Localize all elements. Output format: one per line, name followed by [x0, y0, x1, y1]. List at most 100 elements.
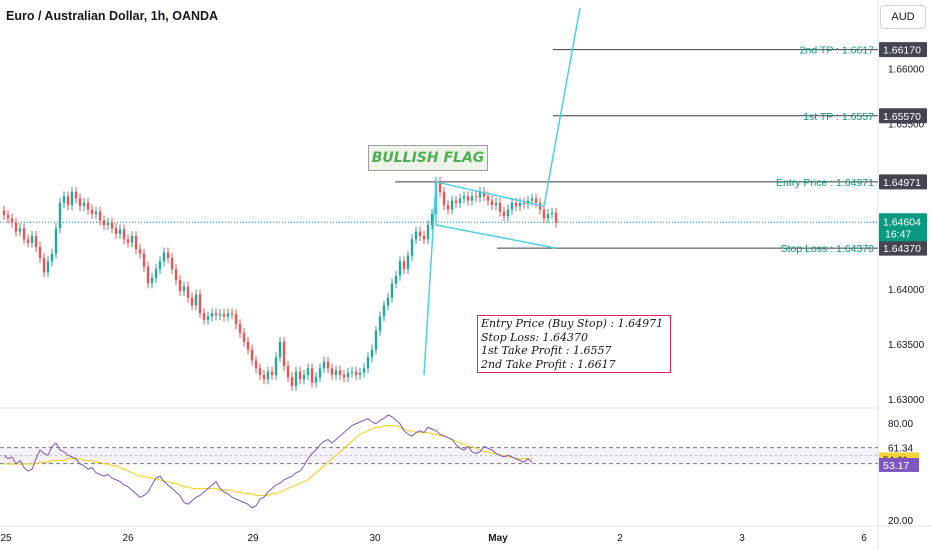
bullish-flag-pattern [423, 7, 581, 375]
trade-levels: 2nd TP : 1.6617 1st TP : 1.6557 Entry Pric… [0, 45, 878, 255]
candle-body [490, 200, 494, 206]
time-tick-label: 25 [0, 533, 12, 544]
bar-countdown: 16:47 [885, 228, 911, 240]
candle-body [382, 305, 386, 317]
candle-body [442, 191, 446, 206]
candle-body [342, 374, 346, 378]
note-line-entry: Entry Price (Buy Stop) : 1.64971 [481, 317, 664, 330]
candle-body [374, 330, 378, 350]
candle-body [106, 222, 110, 225]
price-axis: 1.66000 1.65500 1.64000 1.63500 1.63000 1.655… [879, 42, 927, 527]
candle-body [258, 368, 262, 375]
price-tick-label: 1.66000 [888, 64, 925, 75]
candle-body [338, 370, 342, 375]
channel-upper-line [435, 181, 545, 207]
candle-body [542, 209, 546, 219]
candle-body [486, 196, 490, 201]
candle-body [242, 333, 246, 342]
candle-body [122, 229, 126, 240]
chart-title: Euro / Australian Dollar, 1h, OANDA [6, 9, 219, 23]
candle-body [274, 357, 278, 375]
candle-body [154, 269, 158, 278]
flagpole-line [423, 181, 437, 375]
candle-body [518, 202, 522, 207]
candle-body [330, 368, 334, 375]
candle-body [266, 371, 270, 380]
candle-body [186, 286, 190, 298]
candle-body [102, 220, 106, 225]
candle-body [390, 283, 394, 298]
candle-body [46, 261, 50, 273]
candle-body [366, 357, 370, 369]
candle-body [238, 324, 242, 334]
time-tick-label: 29 [247, 533, 259, 544]
candle-body [22, 228, 26, 240]
candle-body [114, 228, 118, 234]
candle-body [534, 198, 538, 203]
candle-body [502, 211, 506, 217]
candle-body [158, 261, 162, 270]
time-tick-label: 3 [739, 533, 745, 544]
candle-body [462, 196, 466, 199]
candle-body [538, 202, 542, 210]
candle-body [282, 341, 286, 367]
candle-body [198, 294, 202, 314]
note-line-tp1: 1st Take Profit : 1.6557 [481, 344, 612, 357]
candle-body [54, 228, 58, 254]
candle-body [126, 239, 130, 243]
candle-body [358, 372, 362, 375]
price-tick-label: 1.63500 [888, 340, 925, 351]
rsi-tick-20: 20.00 [888, 516, 913, 527]
time-tick-label: 2 [617, 533, 623, 544]
candle-body [42, 258, 46, 273]
candle-body [370, 349, 374, 358]
candle-body [278, 341, 282, 358]
candle-body [474, 196, 478, 198]
candle-body [314, 377, 318, 383]
candle-body [554, 212, 558, 223]
level-label-0: 2nd TP : 1.6617 [800, 45, 875, 57]
candle-body [70, 191, 74, 206]
candle-body [194, 294, 198, 306]
price-tick-label: 1.64000 [888, 285, 925, 296]
time-tick-label: 30 [369, 533, 381, 544]
candle-body [530, 198, 534, 201]
candle-body [546, 213, 550, 219]
candle-body [378, 316, 382, 331]
candle-body [230, 313, 234, 315]
candle-body [450, 200, 454, 210]
candle-body [522, 202, 526, 204]
candle-body [454, 200, 458, 203]
candle-body [214, 313, 218, 316]
candle-body [262, 374, 266, 380]
candle-body [290, 377, 294, 386]
currency-button[interactable]: AUD [880, 5, 926, 29]
candle-body [402, 261, 406, 270]
candle-body [26, 239, 30, 243]
candle-body [142, 253, 146, 267]
candle-body [34, 235, 38, 248]
candle-body [510, 202, 514, 210]
candle-body [222, 314, 226, 317]
candle-body [174, 269, 178, 281]
candle-body [90, 209, 94, 214]
candle-body [322, 361, 326, 369]
candle-body [394, 275, 398, 284]
candle-body [422, 235, 426, 240]
current-price-tag: 1.64604 [883, 216, 921, 228]
candle-body [362, 368, 366, 373]
candle-body [10, 218, 14, 223]
candle-body [150, 277, 154, 284]
candle-body [62, 196, 66, 203]
price-tick-label: 1.65500 [888, 120, 925, 131]
time-tick-label: May [488, 533, 508, 544]
candle-body [254, 360, 258, 369]
current-price-tag-bg [879, 213, 927, 242]
candle-body [82, 202, 86, 207]
note-line-stop: Stop Loss: 1.64370 [481, 330, 589, 344]
candle-body [170, 258, 174, 270]
level-tag-3: 1.64370 [883, 243, 921, 255]
candle-body [430, 213, 434, 225]
level-tag-2-bg [879, 174, 927, 190]
